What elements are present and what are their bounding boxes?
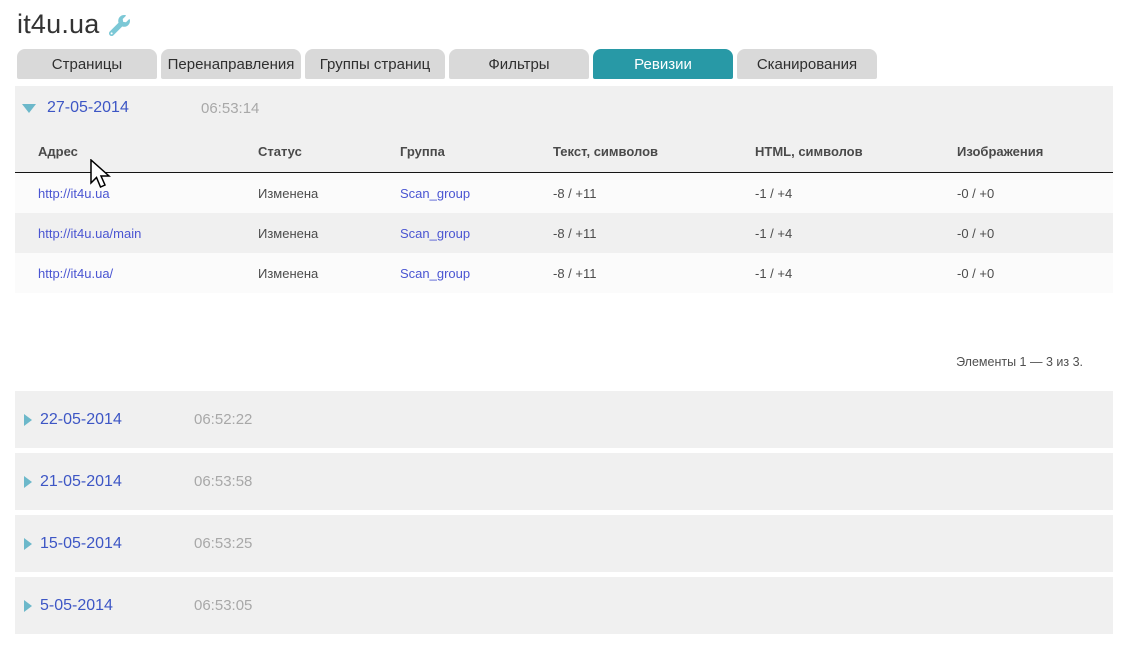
images-diff-value: -0 / +0 [957,265,995,281]
page-header: it4u.ua [17,8,1137,40]
table-row: http://it4u.ua/main Изменена Scan_group … [15,213,1113,253]
page-url-link[interactable]: http://it4u.ua [38,185,110,201]
column-header-status: Статус [258,143,302,159]
text-diff-value: -8 / +11 [553,225,597,241]
column-header-images: Изображения [957,143,1044,159]
revision-collapsed-row[interactable]: 15-05-2014 06:53:25 [15,515,1113,572]
text-diff-value: -8 / +11 [553,265,597,281]
site-title: it4u.ua [17,8,100,39]
table-row: http://it4u.ua/ Изменена Scan_group -8 /… [15,253,1113,293]
tab-revisions[interactable]: Ревизии [593,49,733,79]
status-value: Изменена [258,265,319,281]
revision-collapsed-row[interactable]: 21-05-2014 06:53:58 [15,453,1113,510]
tab-filters[interactable]: Фильтры [449,49,589,79]
group-link[interactable]: Scan_group [400,265,471,281]
column-header-text: Текст, символов [553,143,658,159]
column-header-group: Группа [400,143,445,159]
revision-time: 06:52:22 [194,411,253,428]
expand-triangle-icon[interactable] [24,475,32,488]
revision-time: 06:53:14 [201,99,260,117]
revision-time: 06:53:25 [194,535,253,552]
status-value: Изменена [258,185,319,201]
tab-redirects[interactable]: Перенаправления [161,49,301,79]
html-diff-value: -1 / +4 [755,185,793,201]
revision-expanded: 27-05-2014 06:53:14 Адрес Статус Группа … [15,86,1113,369]
page-url-link[interactable]: http://it4u.ua/main [38,225,142,241]
status-value: Изменена [258,225,319,241]
wrench-icon[interactable] [109,14,131,36]
revision-date-link[interactable]: 15-05-2014 [40,534,122,552]
html-diff-value: -1 / +4 [755,225,793,241]
group-link[interactable]: Scan_group [400,225,471,241]
revision-time: 06:53:05 [194,597,253,614]
table-header-row: Адрес Статус Группа Текст, символов HTML… [15,130,1113,172]
column-header-address: Адрес [38,143,78,159]
expand-triangle-icon[interactable] [24,413,32,426]
revision-date-link[interactable]: 22-05-2014 [40,410,122,428]
revisions-list: 27-05-2014 06:53:14 Адрес Статус Группа … [15,86,1113,634]
revision-toggle-row[interactable]: 27-05-2014 06:53:14 [15,86,1113,130]
tab-scans[interactable]: Сканирования [737,49,877,79]
images-diff-value: -0 / +0 [957,185,995,201]
expand-triangle-icon[interactable] [24,599,32,612]
expand-triangle-icon[interactable] [24,537,32,550]
collapse-triangle-icon[interactable] [22,103,36,113]
column-header-html: HTML, символов [755,143,863,159]
images-diff-value: -0 / +0 [957,225,995,241]
revision-collapsed-row[interactable]: 5-05-2014 06:53:05 [15,577,1113,634]
revision-date-link[interactable]: 27-05-2014 [47,99,129,116]
revision-collapsed-row[interactable]: 22-05-2014 06:52:22 [15,391,1113,448]
revision-date-link[interactable]: 21-05-2014 [40,472,122,490]
text-diff-value: -8 / +11 [553,185,597,201]
tab-bar: Страницы Перенаправления Группы страниц … [17,49,1137,79]
pagination-summary: Элементы 1 — 3 из 3. [956,355,1083,369]
tab-pages[interactable]: Страницы [17,49,157,79]
page-url-link[interactable]: http://it4u.ua/ [38,265,114,281]
group-link[interactable]: Scan_group [400,185,471,201]
table-row: http://it4u.ua Изменена Scan_group -8 / … [15,173,1113,213]
revision-time: 06:53:58 [194,473,253,490]
tab-page-groups[interactable]: Группы страниц [305,49,445,79]
revision-expanded-head: 27-05-2014 06:53:14 Адрес Статус Группа … [15,86,1113,173]
html-diff-value: -1 / +4 [755,265,793,281]
revision-date-link[interactable]: 5-05-2014 [40,596,113,614]
